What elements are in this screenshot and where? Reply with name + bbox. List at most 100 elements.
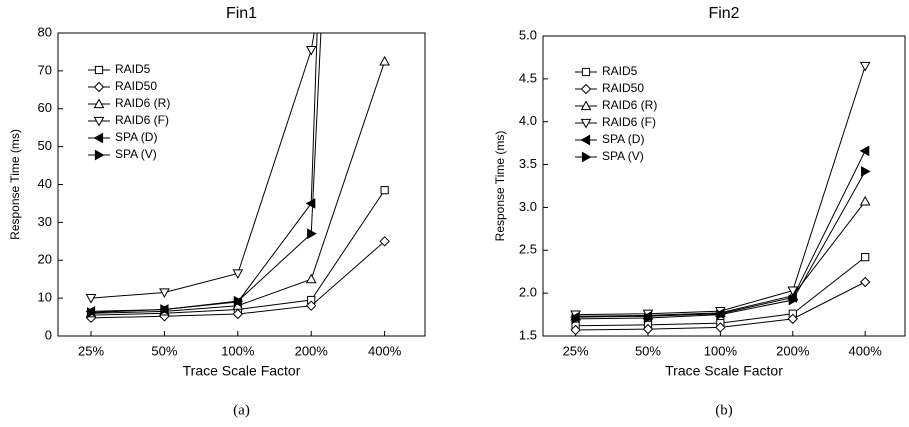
legend-marker (580, 83, 592, 95)
data-point (305, 273, 317, 284)
data-point (380, 186, 389, 195)
x-axis-label: Trace Scale Factor (665, 363, 783, 379)
x-tick-label: 400% (368, 343, 402, 358)
y-tick-label: 60 (38, 100, 52, 115)
plot-frame (57, 32, 426, 337)
legend-marker (94, 65, 104, 75)
y-tick-label: 5.0 (519, 27, 537, 42)
data-point (642, 323, 654, 335)
x-tick-label: 200% (776, 343, 810, 358)
chart-title: Fin2 (708, 5, 739, 22)
legend-label: SPA (V) (115, 147, 157, 161)
y-tick-label: 70 (38, 62, 52, 77)
x-tick-label: 50% (635, 343, 661, 358)
y-axis-label: Response Time (ms) (493, 131, 507, 242)
legend-label: SPA (D) (602, 132, 644, 146)
legend-marker (93, 81, 105, 93)
x-tick-label: 400% (849, 343, 883, 358)
legend-marker (581, 151, 592, 163)
y-tick-label: 2.0 (519, 285, 537, 300)
data-point (570, 324, 581, 336)
x-tick-label: 200% (295, 343, 329, 358)
legend-marker (581, 67, 591, 77)
legend-label: RAID6 (R) (115, 96, 170, 110)
data-point (787, 286, 799, 297)
y-tick-label: 50 (38, 138, 52, 153)
y-tick-label: 4.5 (519, 70, 537, 85)
y-tick-label: 3.5 (519, 156, 537, 171)
data-point (859, 61, 871, 72)
legend-label: RAID5 (115, 62, 151, 76)
legend-label: RAID6 (F) (115, 113, 169, 127)
legend-marker (94, 149, 105, 161)
data-point (85, 294, 97, 304)
caption: (b) (715, 402, 733, 418)
data-point (787, 313, 798, 325)
data-point (571, 313, 582, 325)
data-point (379, 55, 390, 66)
legend-marker (93, 116, 105, 127)
plot-frame (542, 35, 906, 337)
data-point (643, 312, 654, 324)
data-point (160, 304, 170, 315)
series-line (575, 150, 866, 318)
y-tick-label: 30 (38, 214, 52, 229)
legend-label: RAID5 (602, 64, 638, 78)
legend-label: SPA (D) (115, 130, 157, 144)
data-point (159, 288, 170, 298)
data-point (715, 322, 726, 333)
data-point (305, 45, 317, 56)
y-tick-label: 10 (38, 290, 52, 305)
caption: (a) (233, 402, 250, 418)
chart-panel: Fin2 Trace Scale Factor Response Time (ms)… (493, 5, 906, 418)
legend-marker (580, 134, 591, 146)
y-tick-label: 80 (38, 24, 52, 39)
data-point (306, 300, 317, 311)
data-point (859, 195, 871, 206)
chart-panel: Fin1 Trace Scale Factor Response Time (ms)… (8, 5, 426, 418)
y-axis-label: Response Time (ms) (8, 129, 22, 240)
x-tick-label: 100% (221, 343, 255, 358)
legend-label: RAID6 (R) (602, 98, 657, 112)
data-point (716, 309, 726, 320)
chart-title: Fin1 (226, 5, 257, 22)
legend-label: RAID50 (602, 81, 644, 95)
x-tick-label: 50% (151, 343, 177, 358)
data-point (232, 308, 244, 320)
legend-label: RAID6 (F) (602, 115, 656, 129)
x-tick-label: 25% (78, 343, 104, 358)
data-point (861, 253, 870, 262)
legend-label: SPA (V) (602, 149, 644, 163)
legend-label: RAID50 (115, 79, 157, 93)
legend-marker (580, 100, 592, 111)
data-point (788, 294, 799, 306)
y-tick-label: 3.0 (519, 199, 537, 214)
data-point (859, 145, 870, 157)
legend-marker (580, 118, 592, 129)
data-point (307, 228, 317, 240)
series-line (575, 201, 866, 317)
data-point (379, 236, 390, 247)
data-layer (570, 61, 871, 336)
x-tick-label: 25% (563, 343, 589, 358)
data-layer (85, 33, 390, 324)
series-line (91, 189, 386, 316)
legend-marker (93, 132, 104, 144)
x-axis-label: Trace Scale Factor (183, 363, 301, 379)
y-tick-label: 20 (38, 252, 52, 267)
legend-marker (93, 98, 105, 109)
data-point (859, 276, 871, 288)
data-point (232, 269, 244, 280)
x-tick-label: 100% (704, 343, 738, 358)
data-point (305, 198, 316, 209)
data-point (233, 295, 244, 307)
y-tick-label: 40 (38, 176, 52, 191)
y-tick-label: 4.0 (519, 113, 537, 128)
y-tick-label: 1.5 (519, 327, 537, 342)
data-point (861, 166, 871, 177)
series-line (575, 171, 866, 320)
y-tick-label: 2.5 (519, 242, 537, 257)
y-tick-label: 0 (45, 327, 52, 342)
data-point (86, 307, 97, 318)
